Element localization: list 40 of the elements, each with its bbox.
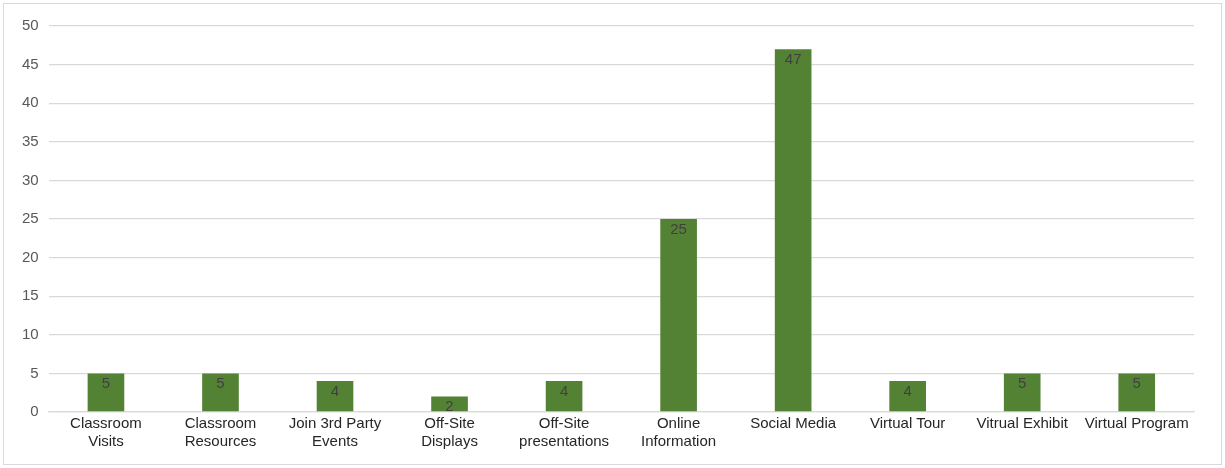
- data-label: 4: [330, 381, 340, 399]
- x-tick-label: Off-Site Displays: [421, 414, 478, 450]
- data-label: 47: [784, 49, 802, 67]
- bar: [660, 219, 697, 412]
- y-tick-label: 40: [22, 93, 39, 111]
- data-label: 5: [101, 374, 111, 392]
- x-tick-label: Off-Site presentations: [519, 414, 610, 450]
- x-tick-label: Classroom Resources: [184, 414, 257, 450]
- y-tick-label: 50: [22, 16, 39, 34]
- y-tick-label: 30: [22, 170, 39, 188]
- bar: [1003, 373, 1041, 412]
- y-tick-label: 15: [22, 286, 39, 304]
- x-tick-label: Vitrual Exhibit: [976, 414, 1069, 432]
- bar: [774, 49, 812, 412]
- y-tick-label: 25: [22, 209, 39, 227]
- data-label: 5: [1018, 374, 1027, 392]
- y-tick-label: 20: [22, 247, 39, 265]
- data-label: 5: [216, 374, 225, 392]
- bar: [202, 373, 239, 412]
- y-tick-label: 45: [22, 54, 39, 72]
- x-tick-label: Online Information: [641, 414, 717, 450]
- data-label: 25: [670, 219, 687, 237]
- x-tick-label: Classroom Visits: [70, 414, 142, 450]
- bar: [1118, 373, 1156, 412]
- data-label: 4: [559, 381, 569, 399]
- y-tick-label: 10: [22, 324, 39, 342]
- data-label: 2: [445, 397, 454, 415]
- bar: [889, 381, 926, 412]
- y-tick-label: 5: [30, 363, 39, 381]
- y-tick-label: 35: [22, 131, 39, 149]
- data-label: 4: [903, 381, 912, 399]
- x-tick-label: Virtual Program: [1084, 414, 1189, 432]
- y-tick-label: 0: [30, 402, 39, 420]
- data-label: 5: [1132, 374, 1141, 392]
- x-tick-label: Join 3rd Party Events: [288, 414, 382, 450]
- bar: [545, 381, 583, 412]
- x-tick-label: Social Media: [750, 414, 837, 432]
- bar: [316, 381, 354, 412]
- x-tick-label: Virtual Tour: [870, 414, 946, 432]
- bar: [87, 373, 125, 412]
